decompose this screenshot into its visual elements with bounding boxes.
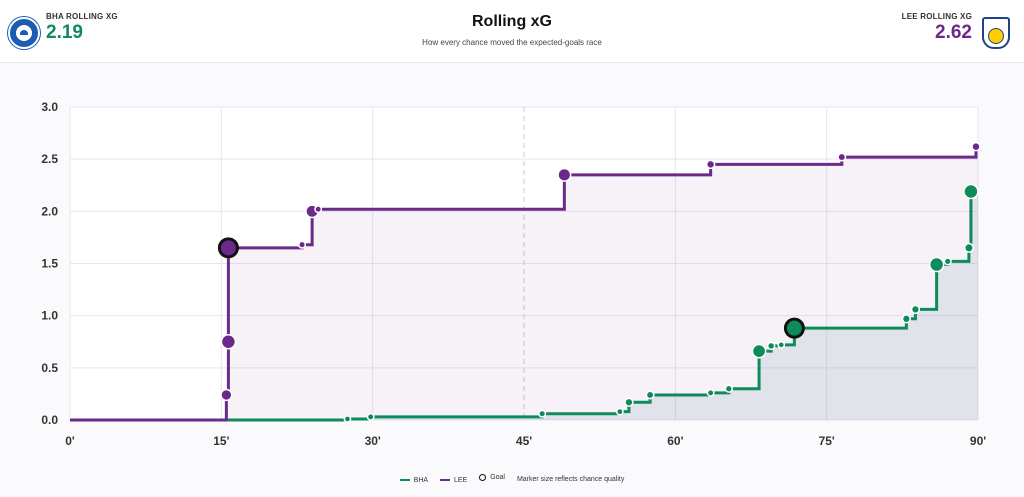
shot-marker-bha — [777, 341, 786, 349]
shot-marker-lee — [220, 334, 237, 350]
bha-crest-icon — [8, 17, 40, 49]
chart-legend: BHA LEE Goal Marker size reflects chance… — [0, 474, 1024, 484]
shot-marker-lee — [314, 205, 323, 214]
legend-away-label: LEE — [454, 476, 468, 484]
legend-note: Marker size reflects chance quality — [516, 476, 625, 483]
shot-marker-bha — [963, 242, 974, 253]
home-team-block: BHA ROLLING XG 2.19 — [8, 12, 118, 49]
shot-marker-lee — [971, 141, 981, 152]
shot-marker-bha — [645, 390, 655, 400]
x-tick-label: 90' — [970, 434, 986, 448]
shot-marker-bha — [706, 388, 715, 397]
rolling-xg-chart: 0.0 0.5 1.0 1.5 2.0 2.5 3.0 0' 15' 30' 45' 60' 75' 90… — [41, 100, 986, 448]
area-bha — [70, 191, 978, 420]
shot-marker-bha — [910, 304, 921, 315]
away-team-block: LEE ROLLING XG 2.62 — [902, 12, 1010, 49]
shot-marker-bha — [766, 341, 776, 351]
y-tick-label: 2.0 — [41, 204, 58, 218]
legend-item-away: LEE — [440, 477, 467, 484]
x-tick-label: 60' — [667, 434, 683, 448]
chart-title-block: Rolling xG How every chance moved the ex… — [312, 13, 712, 47]
shot-marker-lee — [837, 152, 847, 162]
x-tick-label: 45' — [516, 434, 532, 448]
legend-item-home: BHA — [399, 476, 429, 484]
legend-away-swatch — [440, 479, 451, 481]
chart-area: 0.0 0.5 1.0 1.5 2.0 2.5 3.0 0' 15' 30' 45' 60' 75' 90… — [0, 63, 1024, 497]
x-tick-label: 0' — [65, 434, 75, 448]
shot-marker-lee — [705, 159, 716, 170]
home-xg-label: BHA ROLLING XG — [46, 12, 118, 21]
lee-crest-icon — [982, 17, 1010, 49]
shot-marker-bha — [901, 314, 912, 324]
y-tick-label: 0.0 — [41, 413, 58, 427]
home-xg-value: 2.19 — [46, 22, 83, 43]
x-tick-label: 75' — [819, 434, 835, 448]
y-tick-label: 1.0 — [41, 309, 58, 323]
y-tick-label: 0.5 — [41, 361, 58, 375]
shot-marker-bha — [963, 183, 979, 200]
legend-goal-label: Goal — [490, 474, 505, 481]
shot-marker-bha — [615, 407, 624, 416]
shot-marker-bha — [538, 409, 547, 418]
away-xg-value: 2.62 — [935, 22, 972, 43]
shot-marker-lee — [297, 240, 307, 249]
legend-home-swatch — [399, 479, 410, 481]
y-tick-label: 2.5 — [41, 152, 58, 166]
legend-item-note: Marker size reflects chance quality — [517, 476, 624, 483]
legend-item-goal: Goal — [479, 474, 505, 481]
shot-marker-bha — [724, 384, 733, 393]
chart-title: Rolling xG — [472, 13, 552, 30]
goal-marker-bha — [783, 317, 805, 339]
x-tick-label: 15' — [213, 434, 229, 448]
away-xg-label: LEE ROLLING XG — [901, 12, 972, 21]
shot-marker-bha — [624, 397, 634, 407]
y-tick-label: 3.0 — [41, 100, 58, 114]
shot-marker-lee — [557, 167, 572, 182]
shot-marker-bha — [366, 412, 375, 421]
area-lee — [70, 146, 978, 420]
match-header: BHA ROLLING XG 2.19 Rolling xG How every… — [0, 0, 1024, 63]
shot-marker-bha — [343, 415, 352, 423]
x-tick-label: 30' — [365, 434, 381, 448]
shot-marker-bha — [928, 256, 945, 273]
goal-marker-lee — [217, 237, 239, 259]
shot-marker-bha — [751, 343, 767, 359]
shot-marker-bha — [943, 257, 952, 266]
legend-home-label: BHA — [413, 476, 429, 484]
y-tick-label: 1.5 — [41, 257, 58, 271]
chart-subtitle: How every chance moved the expected-goal… — [422, 38, 602, 47]
shot-marker-lee — [220, 388, 233, 402]
goal-ring-icon — [479, 474, 487, 481]
